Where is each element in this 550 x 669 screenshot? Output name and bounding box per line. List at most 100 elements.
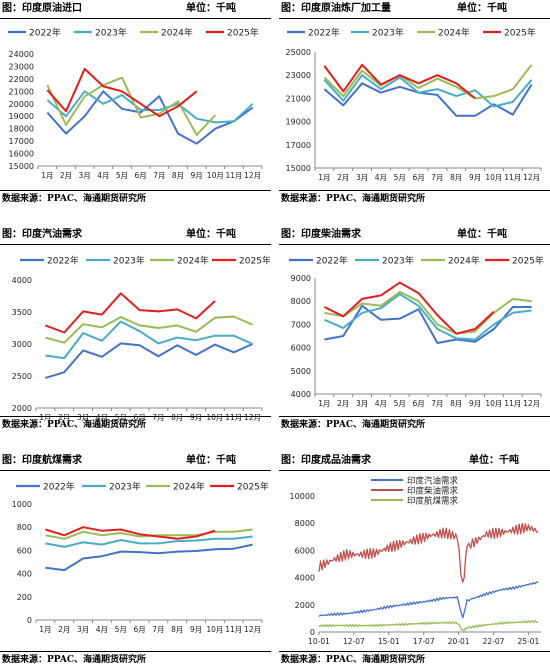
x-tick-label: 5月 [394, 399, 406, 408]
series-line [45, 535, 253, 548]
chart-unit: 单位：千吨 [186, 455, 236, 466]
panel-header: 图：印度航煤需求 单位：千吨 [0, 452, 271, 471]
series-line [46, 67, 198, 118]
chart-gasoline-demand: 2000 2500 3000 3500 4000 1月 2月 3月 4月 5月 6月 7月 8月 9月 10… [12, 255, 271, 423]
series-line [324, 293, 532, 341]
x-tick-label: 2月 [58, 625, 70, 634]
series-line [324, 290, 532, 335]
legend-label: 2023年 [372, 27, 404, 39]
x-tick-label: 20-01 [448, 637, 470, 646]
x-tick-label: 4月 [96, 413, 108, 422]
series-line [45, 292, 216, 334]
y-tick-label: 15000 [9, 162, 34, 171]
legend-label: 2025年 [237, 481, 269, 493]
legend-label: 2023年 [382, 255, 414, 267]
panel-footer: 数据来源：PPAC、海通期货研究所 [279, 416, 550, 433]
x-tick-label: 12月 [244, 625, 261, 634]
x-tick-label: 15-01 [378, 637, 400, 646]
source-note: 数据来源：PPAC、海通期货研究所 [281, 420, 426, 430]
x-tick-label: 12月 [523, 399, 540, 408]
x-tick-label: 2月 [337, 399, 349, 408]
x-tick-label: 1月 [41, 171, 53, 180]
x-tick-label: 1月 [318, 399, 330, 408]
x-tick-label: 3月 [77, 413, 89, 422]
chart-diesel-demand: 4000 5000 6000 7000 8000 9000 1月 2月 3月 4月 5月 6月 7月 8月… [289, 255, 544, 408]
x-tick-label: 17-07 [413, 637, 435, 646]
x-tick-label: 11月 [225, 171, 242, 180]
x-tick-label: 12-07 [343, 637, 365, 646]
y-tick-label: 6000 [295, 546, 315, 555]
panel-footer: 数据来源：PPAC、海通期货研究所 [0, 416, 271, 433]
x-tick-label: 10月 [206, 625, 223, 634]
chart-jet-fuel-demand: 0 200 400 600 800 1000 1月 2月 3月 4月 5月 6月 7月 8月 9月 10月 11… [12, 481, 269, 635]
x-tick-label: 11月 [504, 173, 521, 182]
y-tick-label: 20000 [9, 100, 34, 109]
legend-label: 印度柴油需求 [407, 486, 459, 497]
x-tick-label: 6月 [412, 173, 424, 182]
chart-product-demand: 0 2000 4000 6000 8000 10000 10-01 12-07 15-01 17-… [290, 476, 541, 646]
series-line [318, 619, 539, 632]
y-tick-label: 21000 [286, 94, 311, 103]
x-tick-label: 7月 [152, 413, 164, 422]
legend-label: 2023年 [95, 27, 127, 39]
legend-label: 2024年 [438, 27, 470, 39]
legend-label: 2024年 [161, 27, 193, 39]
chart-panel-gasoline-demand: 图：印度汽油需求 单位：千吨 2000 2500 3000 3500 4000 1月 2月 3… [0, 226, 271, 444]
legend-label: 2022年 [308, 27, 340, 39]
x-tick-label: 4月 [97, 171, 109, 180]
series-line [45, 315, 254, 344]
panel-footer: 数据来源：PPAC、海通期货研究所 [0, 190, 271, 207]
series-line [45, 342, 254, 379]
series-line [324, 304, 532, 344]
y-tick-label: 23000 [286, 71, 311, 80]
series-line [45, 526, 216, 540]
chart-unit: 单位：千吨 [186, 229, 236, 240]
legend-label: 2023年 [113, 255, 145, 267]
x-tick-label: 3月 [79, 171, 91, 180]
y-tick-label: 18000 [9, 125, 34, 134]
series-line [323, 63, 476, 100]
legend-label: 2023年 [109, 481, 141, 493]
x-tick-label: 6月 [133, 413, 145, 422]
legend-label: 2025年 [504, 27, 536, 39]
y-tick-label: 16000 [9, 150, 34, 159]
y-tick-label: 23000 [9, 62, 34, 71]
panel-header: 图：印度汽油需求 单位：千吨 [0, 226, 271, 245]
y-tick-label: 5000 [291, 367, 311, 376]
legend-label: 2024年 [173, 481, 205, 493]
x-tick-label: 12月 [523, 173, 540, 182]
legend-label: 2025年 [512, 255, 544, 267]
series-line [323, 64, 533, 100]
source-note: 数据来源：PPAC、海通期货研究所 [281, 655, 426, 665]
y-tick-label: 24000 [9, 50, 34, 59]
x-tick-label: 10月 [206, 413, 223, 422]
y-tick-label: 10000 [290, 492, 315, 501]
series-line [323, 74, 533, 108]
chart-crude-imports: 15000 16000 17000 18000 19000 20000 21000 22000… [8, 27, 263, 180]
y-tick-label: 800 [17, 523, 32, 532]
x-tick-label: 7月 [152, 625, 164, 634]
x-tick-label: 11月 [225, 625, 242, 634]
panel-header: 图：印度原油进口 单位：千吨 [0, 0, 271, 19]
chart-panel-refinery-throughput: 图：印度原油炼厂加工量 单位：千吨 15000 17000 19000 21000 23… [279, 0, 550, 218]
panel-footer: 数据来源：PPAC、海通期货研究所 [279, 651, 550, 668]
y-tick-label: 9000 [291, 274, 311, 283]
y-tick-label: 200 [17, 593, 32, 602]
x-tick-label: 22-07 [483, 637, 505, 646]
source-note: 数据来源：PPAC、海通期货研究所 [2, 194, 147, 204]
series-line [45, 543, 253, 572]
series-line [323, 281, 495, 335]
y-tick-label: 21000 [9, 87, 34, 96]
legend-label: 2022年 [43, 481, 75, 493]
x-tick-label: 10月 [485, 173, 502, 182]
source-note: 数据来源：PPAC、海通期货研究所 [281, 194, 426, 204]
chart-unit: 单位：千吨 [469, 455, 519, 466]
source-note: 数据来源：PPAC、海通期货研究所 [2, 420, 147, 430]
x-tick-label: 6月 [133, 625, 145, 634]
x-tick-label: 5月 [115, 413, 127, 422]
y-tick-label: 3500 [12, 308, 32, 317]
y-tick-label: 22000 [9, 75, 34, 84]
y-tick-label: 2000 [12, 404, 32, 413]
x-tick-label: 7月 [431, 399, 443, 408]
panel-footer: 数据来源：PPAC、海通期货研究所 [0, 651, 271, 668]
